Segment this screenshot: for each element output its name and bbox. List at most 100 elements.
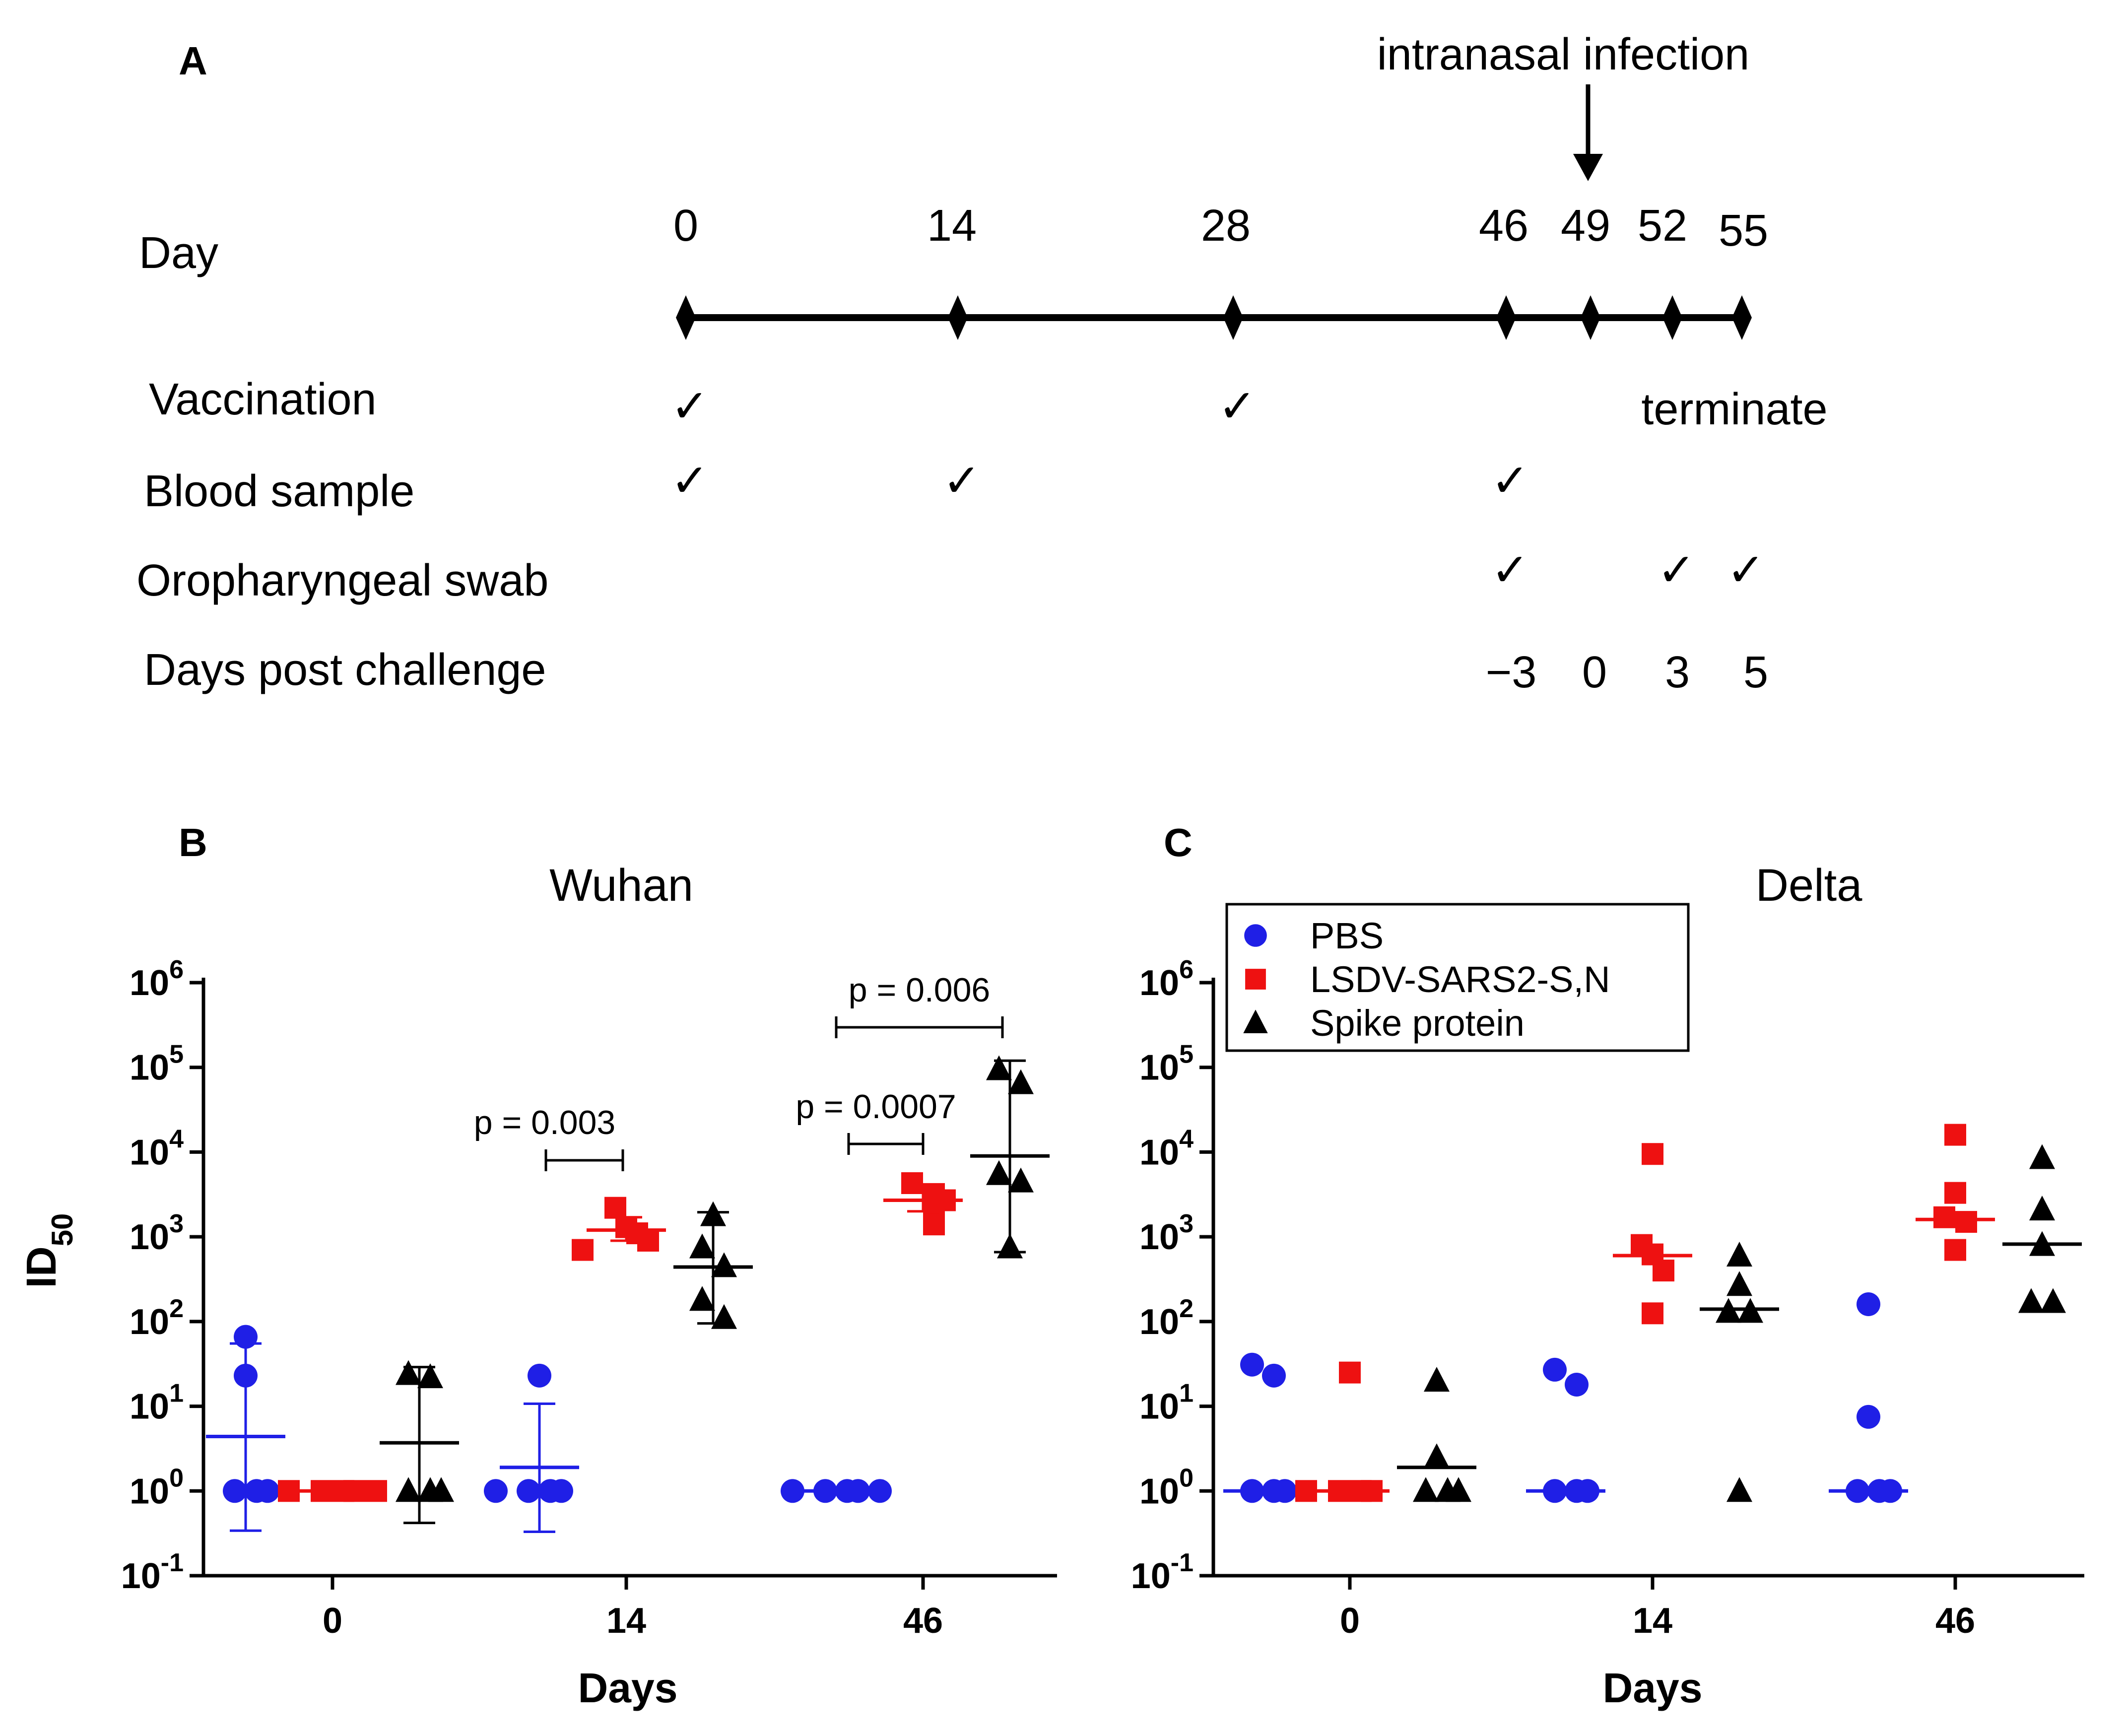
data-point-pbs (1565, 1372, 1589, 1397)
y-tick-exponent: 5 (1179, 1040, 1194, 1069)
data-point-spike-protein (689, 1233, 715, 1259)
y-tick-exponent: 0 (1179, 1464, 1194, 1492)
y-tick-base: 10 (130, 1048, 169, 1088)
data-point-pbs (1240, 1352, 1264, 1377)
y-tick-base: 10 (130, 1302, 169, 1342)
dpc-value-0: −3 (1486, 648, 1537, 697)
y-tick-base: 10 (121, 1556, 161, 1596)
legend-label: LSDV-SARS2-S,N (1310, 959, 1610, 1000)
data-point-spike-protein (1424, 1367, 1450, 1392)
y-tick-exponent: 4 (169, 1125, 184, 1153)
legend-item-pbs: PBS (1244, 915, 1384, 956)
data-point-spike-protein (1726, 1477, 1752, 1502)
y-tick-label-6: 105 (1139, 1040, 1194, 1088)
timeline-day-46: 46 (1479, 201, 1528, 251)
data-point-lsdv-sars2-s-n (1653, 1260, 1674, 1282)
y-tick-label-0: 10-1 (121, 1548, 184, 1596)
check-swab-day-55: ✓ (1726, 545, 1765, 596)
y-tick-exponent: 3 (169, 1209, 184, 1238)
p-value-label: p = 0.003 (474, 1104, 615, 1141)
y-axis-label: ID50 (18, 1213, 79, 1288)
y-tick-exponent: 3 (1179, 1209, 1194, 1238)
legend-marker-circle (1244, 924, 1267, 947)
y-tick-label-3: 102 (130, 1294, 184, 1342)
timeline-checkmarks: ✓ ✓ ✓ ✓ ✓ ✓ ✓ ✓ (670, 381, 1765, 596)
timeline-tick-52 (1662, 295, 1682, 340)
y-tick-exponent: 2 (1179, 1294, 1194, 1323)
x-tick-label-14: 14 (606, 1601, 646, 1641)
y-tick-exponent: -1 (161, 1548, 184, 1577)
data-point-spike-protein (1726, 1271, 1752, 1296)
data-point-spike-protein (1726, 1242, 1752, 1267)
data-point-pbs (781, 1479, 804, 1503)
x-tick-label-0: 0 (1340, 1601, 1360, 1641)
data-point-lsdv-sars2-s-n (923, 1213, 945, 1236)
y-tick-base: 10 (1139, 1133, 1179, 1172)
p-value-bracket-2: p = 0.006 (835, 971, 1004, 1038)
infection-label: intranasal infection (1377, 30, 1749, 79)
legend-item-lsdv-sars2-s-n: LSDV-SARS2-S,N (1245, 959, 1610, 1000)
x-axis-label-delta: Days (1603, 1665, 1703, 1711)
row-label-days-post-challenge: Days post challenge (144, 645, 546, 695)
data-point-pbs (223, 1479, 247, 1503)
y-tick-base: 10 (130, 1387, 169, 1427)
timeline-day-28: 28 (1201, 201, 1251, 251)
y-tick-base: 10 (1139, 1217, 1179, 1257)
data-point-pbs (256, 1479, 279, 1503)
data-point-spike-protein (1413, 1477, 1439, 1502)
y-tick-base: 10 (1131, 1556, 1171, 1596)
y-tick-base: 10 (1139, 1048, 1179, 1088)
timeline-day-14: 14 (927, 201, 977, 251)
y-tick-label-7: 106 (130, 955, 184, 1003)
data-point-spike-protein (2029, 1144, 2055, 1169)
p-value-label: p = 0.006 (849, 971, 990, 1009)
y-tick-base: 10 (130, 1133, 169, 1172)
y-tick-exponent: 1 (1179, 1379, 1194, 1408)
x-tick-label-46: 46 (903, 1601, 943, 1641)
dpc-value-1: 0 (1582, 648, 1607, 697)
check-vaccination-day-28: ✓ (1218, 381, 1256, 432)
y-tick-exponent: -1 (1171, 1548, 1194, 1577)
data-point-spike-protein (396, 1360, 421, 1385)
y-tick-base: 10 (130, 963, 169, 1003)
y-tick-exponent: 6 (169, 955, 184, 984)
timeline-day-55: 55 (1719, 206, 1768, 256)
data-point-lsdv-sars2-s-n (1642, 1143, 1663, 1165)
y-tick-label-5: 104 (1139, 1125, 1194, 1172)
timeline-day-labels: 0 14 28 46 49 52 55 (673, 201, 1768, 256)
timeline-day-0: 0 (673, 201, 698, 251)
data-point-spike-protein (1424, 1443, 1450, 1469)
timeline-tick-46 (1496, 295, 1516, 340)
dpc-value-3: 5 (1743, 648, 1768, 697)
legend-box (1225, 903, 1690, 1052)
data-point-spike-protein (1008, 1167, 1034, 1193)
panel-label-a: A (179, 39, 207, 83)
y-tick-base: 10 (130, 1471, 169, 1511)
data-point-spike-protein (428, 1477, 454, 1502)
data-point-pbs (868, 1479, 892, 1503)
data-point-spike-protein (711, 1304, 737, 1329)
data-point-spike-protein (396, 1477, 421, 1502)
y-axis-label-sub: 50 (46, 1213, 79, 1247)
data-point-spike-protein (711, 1252, 737, 1277)
series-spike-protein (1397, 1144, 2082, 1502)
data-point-pbs (484, 1479, 508, 1503)
data-point-spike-protein (1446, 1477, 1471, 1502)
data-point-pbs (517, 1479, 540, 1503)
p-value-bracket-0: p = 0.003 (474, 1104, 624, 1171)
chart-title-delta: Delta (1756, 860, 1863, 911)
row-label-blood-sample: Blood sample (144, 467, 414, 516)
data-point-lsdv-sars2-s-n (572, 1239, 594, 1261)
data-point-lsdv-sars2-s-n (1944, 1239, 1966, 1261)
data-point-lsdv-sars2-s-n (1642, 1302, 1663, 1325)
y-tick-base: 10 (1139, 1387, 1179, 1427)
y-tick-exponent: 2 (169, 1294, 184, 1323)
timeline-day-49: 49 (1561, 201, 1610, 251)
terminate-label: terminate (1641, 385, 1827, 434)
dpc-value-2: 3 (1665, 648, 1690, 697)
y-tick-label-1: 100 (1139, 1464, 1194, 1511)
x-axis-label-wuhan: Days (578, 1665, 678, 1711)
